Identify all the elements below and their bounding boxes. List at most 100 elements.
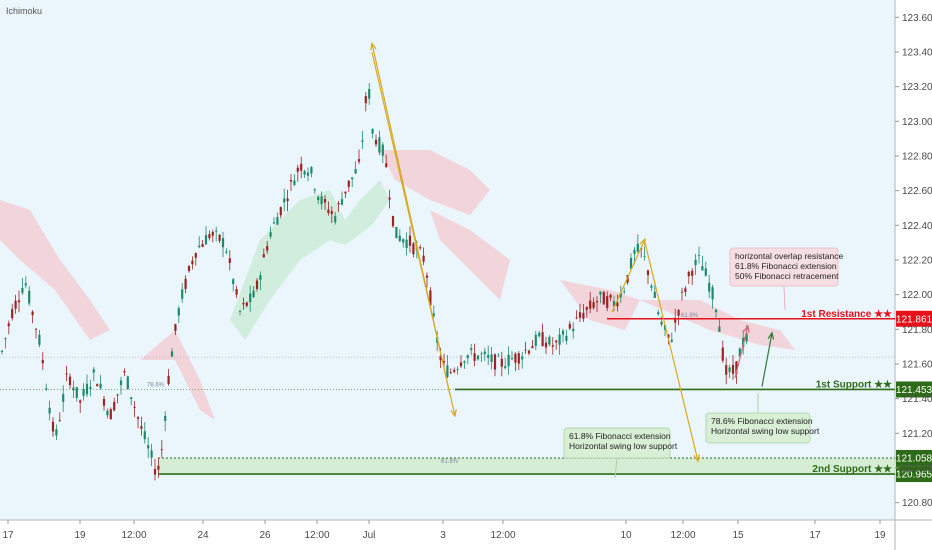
candle-body [606,296,609,309]
candle-body [79,400,82,403]
candle-body [123,371,126,373]
y-tick-label: 123.400 [902,48,932,59]
candle-body [286,198,289,202]
candle-body [4,338,7,340]
candle-body [378,137,381,153]
candle-body [531,346,534,349]
candle-body [398,235,401,242]
candle-body [303,171,306,175]
ichimoku-cloud [230,190,345,340]
candle-body [650,285,653,288]
candle-body [347,180,350,187]
candle-body [194,253,197,258]
candle-body [21,287,24,293]
candle-body [184,278,187,289]
candle-body [232,279,235,285]
candle-body [221,238,225,248]
candle-body [510,358,514,360]
y-tick-label: 122.400 [902,221,932,232]
candle-body [204,235,208,245]
candle-body [446,365,449,377]
candle-body [133,406,136,408]
candle-body [269,232,272,237]
candle-body [541,332,544,347]
candle-body [402,239,405,243]
candle-body [704,268,707,276]
candle-body [113,401,116,411]
ichimoku-clouds [0,150,795,420]
candle-body [517,353,520,364]
candle-body [272,222,276,224]
candle-body [211,231,214,236]
y-tick-label: 121.400 [902,394,932,405]
projection-arrows [370,41,775,463]
candle-body [653,291,656,298]
annotation-pointer [783,285,786,311]
candle-body [643,256,646,258]
candle-body [558,334,561,345]
x-tick-label: 12:00 [490,530,515,541]
candle-body [470,348,473,351]
candle-body [371,129,374,134]
candle-body [126,376,129,389]
ichimoku-cloud [380,150,490,215]
candle-body [735,361,738,375]
x-tick-label: 3 [440,530,446,541]
support-zone [158,457,895,475]
candle-body [82,389,85,396]
candle-body [544,342,548,348]
candle-body [680,291,684,293]
candle-body [521,356,524,360]
candle-body [714,309,718,313]
ichimoku-cloud [430,210,510,300]
candle-body [24,283,27,286]
candle-body [279,207,282,216]
ichimoku-cloud [140,330,215,420]
candle-body [334,216,337,223]
candle-body [225,251,228,253]
candle-body [323,199,327,203]
candle-body [198,245,201,248]
candle-body [283,198,286,203]
fib-label: 61.8% [441,459,459,465]
candle-body [633,249,636,254]
candle-body [191,260,194,265]
candle-body [697,255,701,256]
candle-body [684,288,687,292]
candle-body [442,360,446,363]
candle-body [572,328,575,332]
time-axis: 17 19 12:00 24 26 12:00 Jul 3 12:00 10 12:00 15 17 19 [2,520,886,541]
candle-body [130,397,133,400]
candle-body [616,302,619,307]
candle-body [252,290,255,298]
candle-body [731,364,735,374]
candle-body [425,275,429,278]
candle-body [599,291,602,295]
candle-body [340,199,344,205]
arrow-head [693,454,700,463]
candle-body [738,348,741,357]
candle-body [419,247,422,249]
candle-body [636,243,639,252]
candle-body [109,409,112,420]
fib-arrow [644,242,699,462]
candle-body [116,394,119,396]
candle-body [310,167,313,174]
candle-body [147,445,150,449]
candle-body [55,429,58,436]
candle-body [538,332,541,337]
candle-body [344,191,347,194]
candle-body [92,369,95,373]
candle-body [296,167,299,172]
annotation-pointer [614,457,618,479]
candle-body [497,355,500,357]
candle-body [143,431,146,440]
candle-body [136,417,140,419]
candle-body [99,383,102,389]
candle-body [527,350,531,354]
candle-body [330,211,333,215]
candle-body [28,290,31,304]
x-tick-label: 17 [2,530,14,541]
candle-body [119,380,123,385]
